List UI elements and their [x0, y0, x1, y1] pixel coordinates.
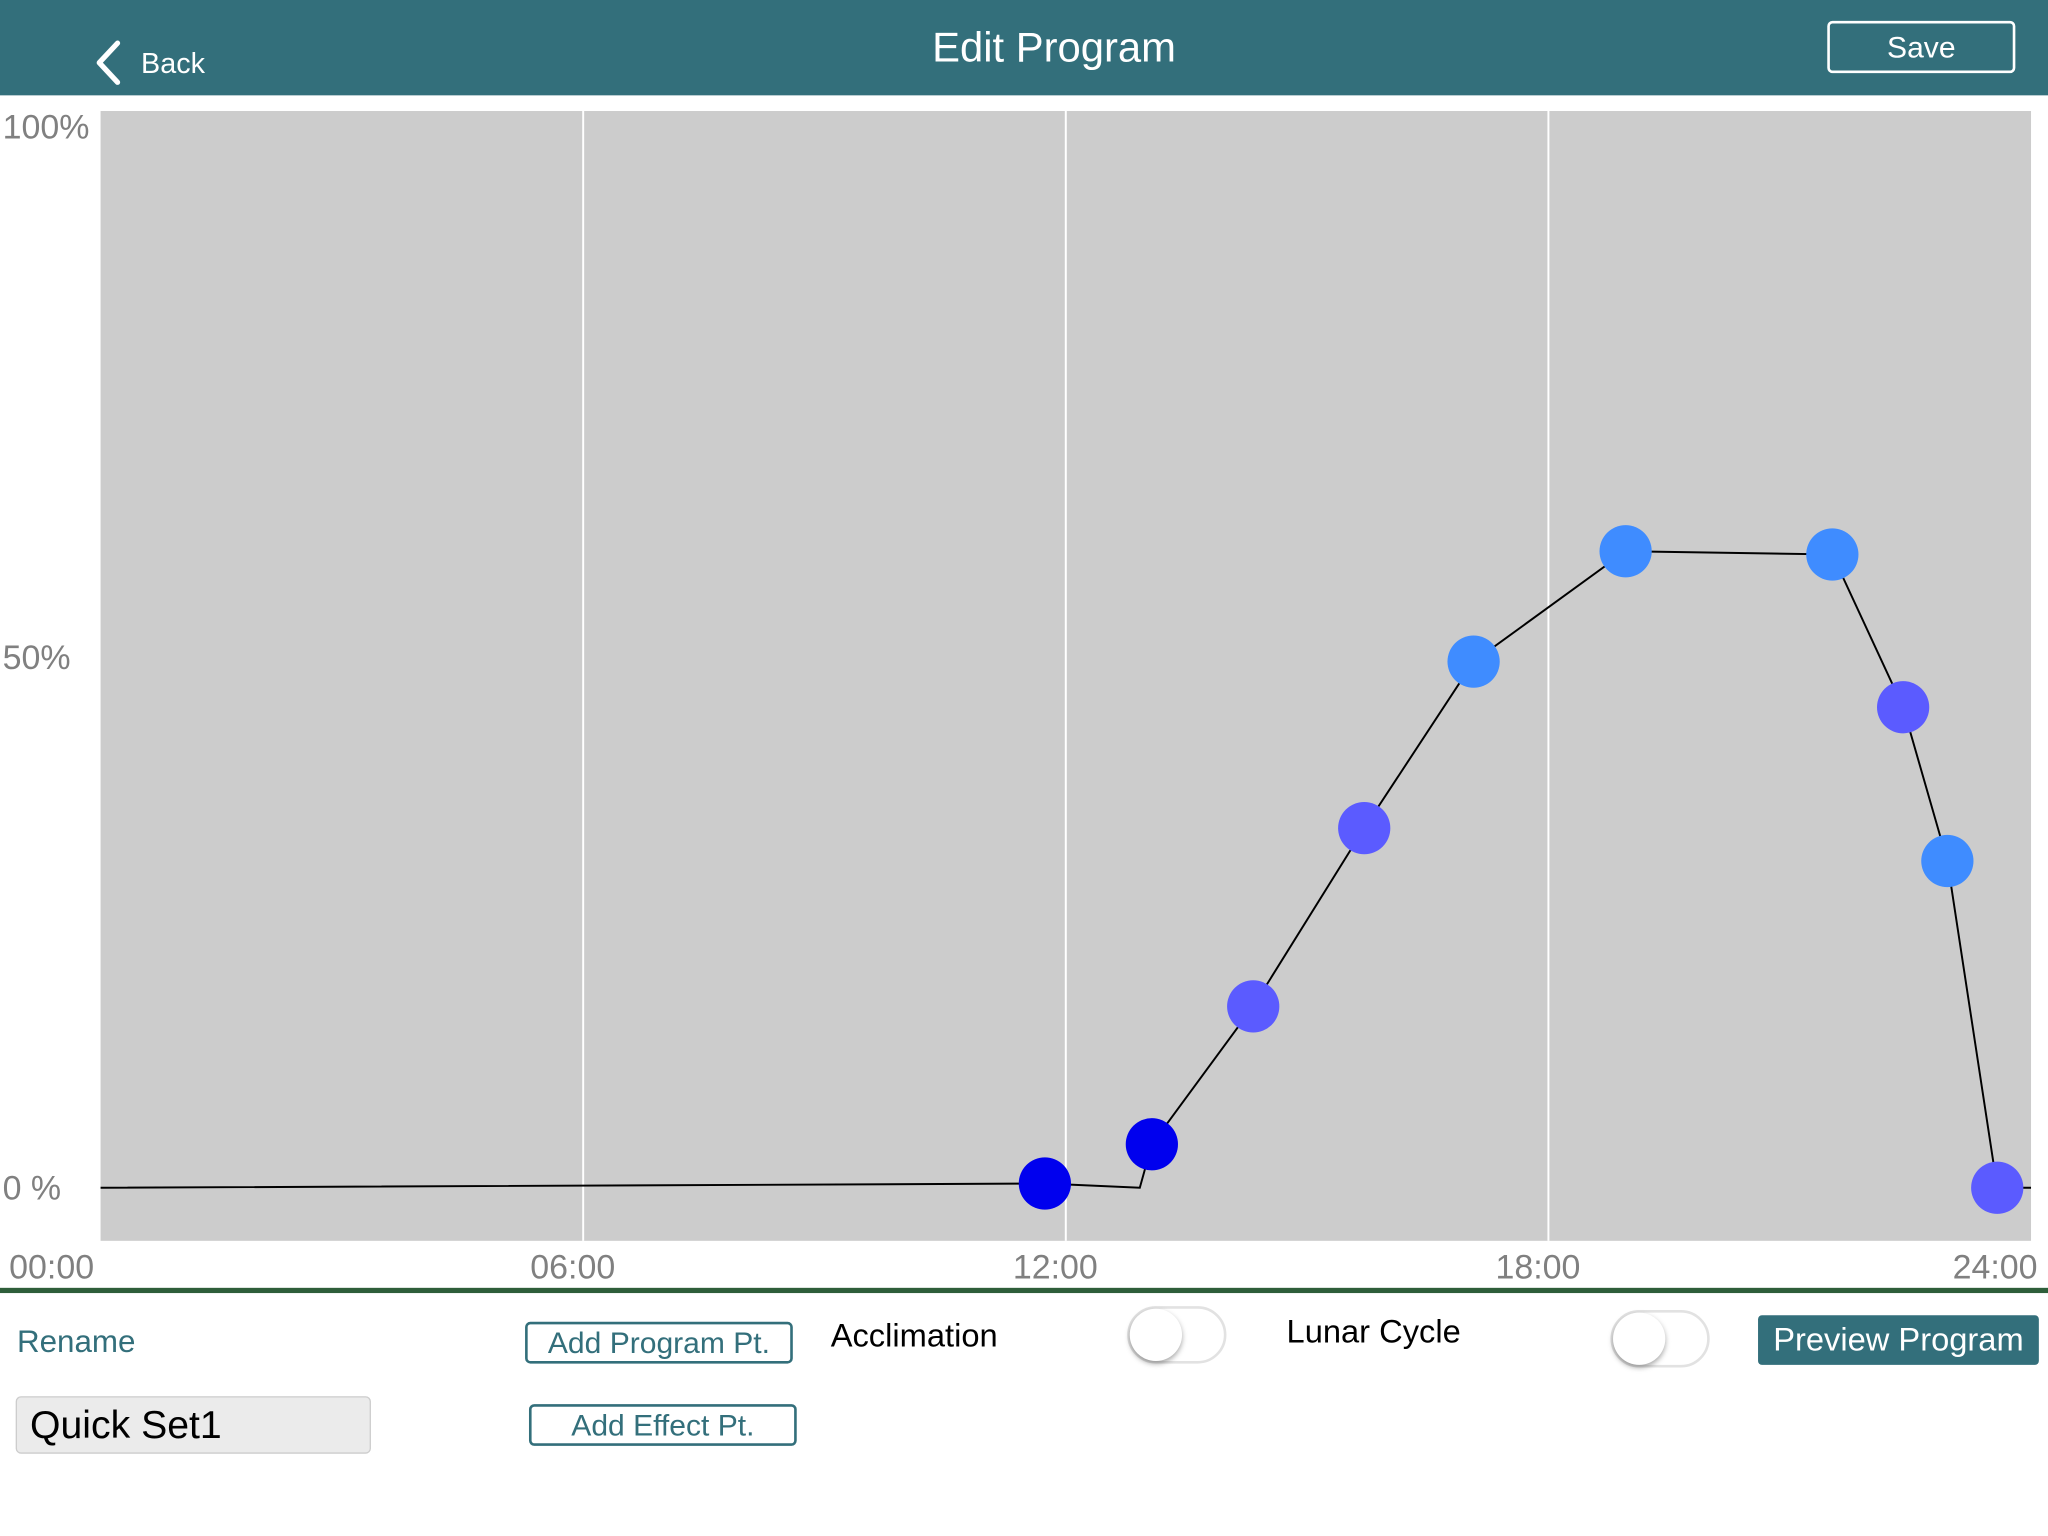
- nav-bar: Back Edit Program Save: [0, 0, 2048, 96]
- program-point[interactable]: [1447, 635, 1500, 688]
- program-point[interactable]: [1018, 1157, 1072, 1210]
- back-label: Back: [141, 47, 205, 80]
- lunar-cycle-toggle[interactable]: [1610, 1310, 1710, 1368]
- add-effect-point-button[interactable]: Add Effect Pt.: [528, 1404, 797, 1446]
- name-input[interactable]: Quick Set1: [15, 1396, 371, 1454]
- toggle-knob: [1613, 1312, 1666, 1365]
- divider: [0, 1287, 2048, 1294]
- acclimation-label: Acclimation: [830, 1317, 998, 1355]
- y-tick-label: 50%: [3, 639, 71, 677]
- x-tick-label: 06:00: [530, 1249, 615, 1287]
- y-tick-label: 0 %: [3, 1169, 61, 1207]
- screen-title: Edit Program: [932, 23, 1176, 71]
- acclimation-toggle[interactable]: [1127, 1306, 1227, 1364]
- x-tick-label: 24:00: [1953, 1249, 2038, 1287]
- y-tick-label: 100%: [3, 109, 90, 147]
- x-tick-label: 00:00: [9, 1249, 94, 1287]
- toggle-knob: [1129, 1308, 1183, 1361]
- lunar-cycle-label: Lunar Cycle: [1286, 1313, 1461, 1351]
- program-point[interactable]: [1125, 1118, 1178, 1171]
- preview-program-button[interactable]: Preview Program: [1758, 1315, 2039, 1365]
- program-point[interactable]: [1877, 681, 1930, 734]
- x-tick-label: 12:00: [1013, 1249, 1098, 1287]
- rename-link[interactable]: Rename: [16, 1324, 136, 1360]
- program-point[interactable]: [1971, 1161, 2024, 1214]
- chart: 00:00 06:00 12:00 18:00 24:00 100% 50% 0 %: [3, 109, 2038, 1287]
- back-chevron: [96, 40, 121, 85]
- x-tick-label: 18:00: [1495, 1249, 1580, 1287]
- add-program-point-button[interactable]: Add Program Pt.: [525, 1321, 793, 1364]
- program-point[interactable]: [1599, 525, 1652, 578]
- program-point[interactable]: [1806, 528, 1859, 581]
- program-point[interactable]: [1921, 834, 1974, 888]
- save-button[interactable]: Save: [1827, 20, 2016, 74]
- program-point[interactable]: [1338, 802, 1391, 855]
- program-point[interactable]: [1227, 980, 1280, 1033]
